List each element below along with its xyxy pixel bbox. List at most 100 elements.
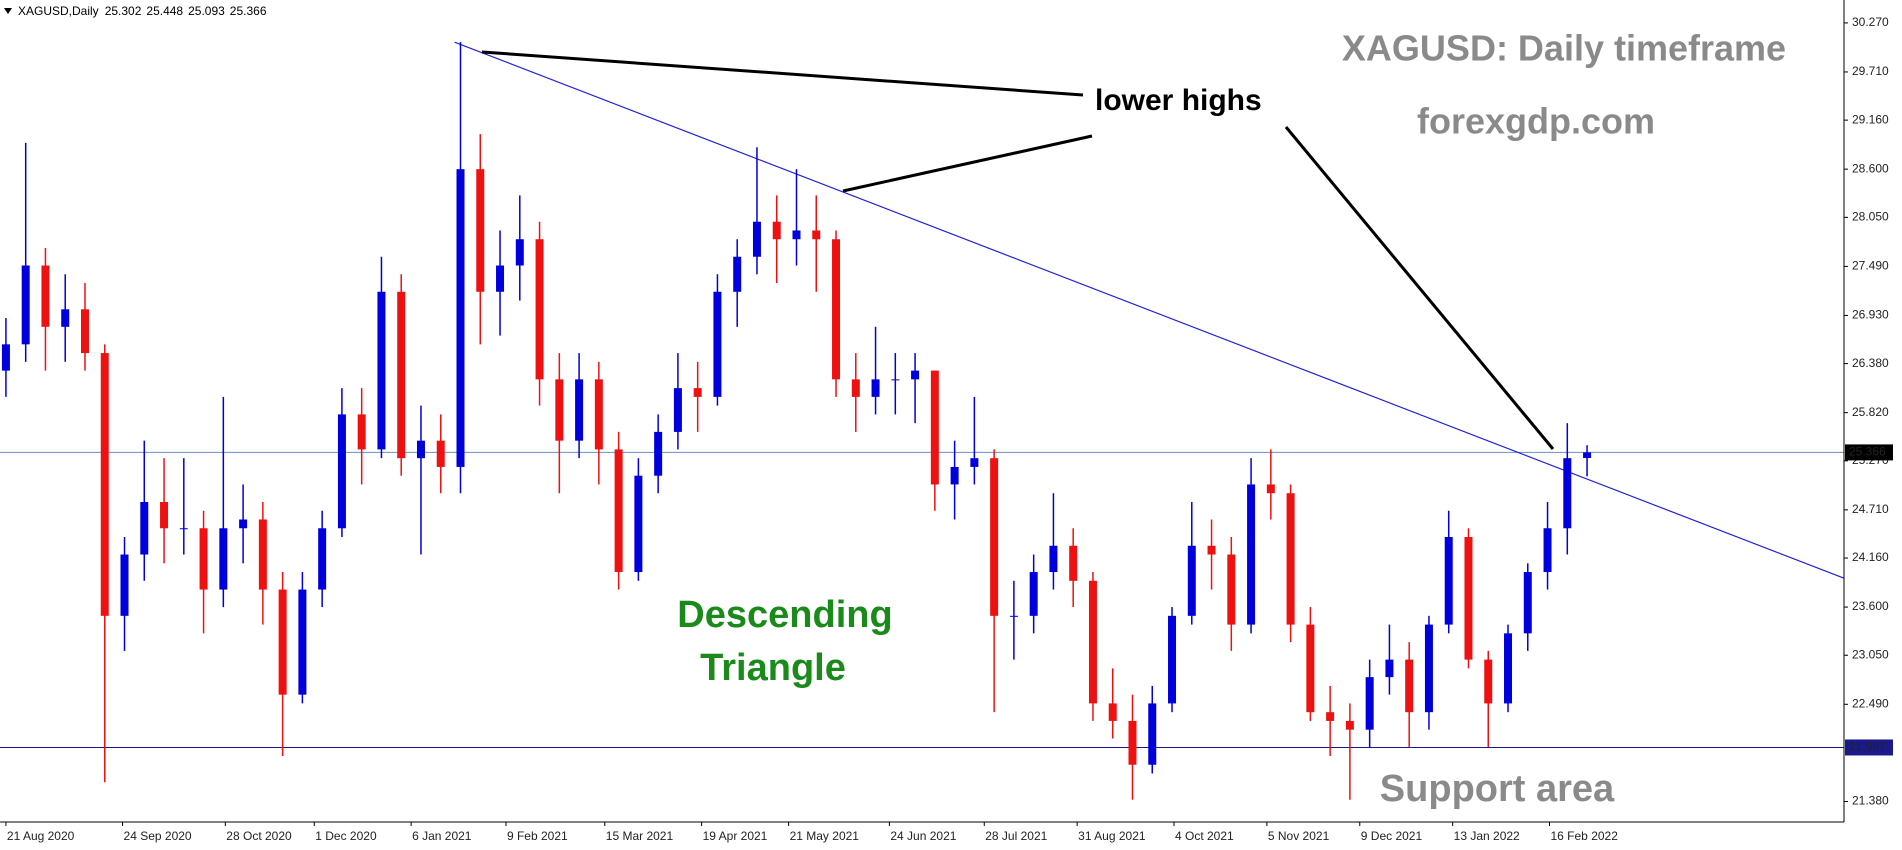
candle-body	[1088, 580, 1097, 704]
price-label: 21.997	[1849, 740, 1886, 754]
x-tick-label: 21 Aug 2020	[7, 829, 75, 843]
y-tick-label: 23.600	[1852, 599, 1889, 613]
price-label: 25.366	[1849, 445, 1886, 459]
y-tick-label: 27.490	[1852, 259, 1889, 273]
candle-body	[219, 528, 228, 590]
candle-body	[436, 440, 445, 467]
symbol: XAGUSD,Daily	[18, 4, 99, 18]
plot: 30.270 29.710 29.160 28.600 28.050 27.490 26.9…	[0, 15, 1893, 843]
candle-body	[812, 230, 821, 240]
candle-body	[1484, 659, 1493, 704]
x-tick-label: 16 Feb 2022	[1551, 829, 1619, 843]
y-tick-label: 21.380	[1852, 794, 1889, 808]
x-tick-label: 4 Oct 2021	[1175, 829, 1234, 843]
pattern-label: Triangle	[700, 647, 846, 689]
candle-body	[614, 449, 623, 573]
menu-triangle	[4, 8, 12, 14]
candle-body	[1049, 545, 1058, 573]
candle-body	[1523, 572, 1532, 634]
arrow	[1284, 126, 1555, 450]
candle-body	[1148, 703, 1157, 765]
candle-body	[1108, 703, 1117, 721]
candle-body	[1385, 659, 1394, 678]
y-tick-label: 26.930	[1852, 308, 1889, 322]
candle-body	[278, 589, 287, 695]
candle-body	[752, 221, 761, 257]
candle-body	[713, 291, 722, 397]
candle-body	[575, 379, 584, 441]
x-tick-label: 9 Dec 2021	[1361, 829, 1423, 843]
y-tick-label: 24.160	[1852, 550, 1889, 564]
candle-body	[1128, 720, 1137, 765]
candle-body	[1444, 537, 1453, 625]
candle-body	[1168, 615, 1177, 704]
candle-body	[990, 458, 999, 616]
candle-body	[1543, 528, 1552, 573]
candle-body	[515, 239, 524, 266]
candle-body	[416, 440, 425, 459]
x-tick-label: 15 Mar 2021	[606, 829, 674, 843]
open: 25.302	[105, 4, 142, 18]
candle-body	[555, 379, 564, 441]
candle-body	[1247, 484, 1256, 625]
price-label-box	[1845, 739, 1893, 756]
annotation: lower highs	[1095, 84, 1262, 117]
candle-body	[476, 169, 485, 292]
y-tick-label: 23.050	[1852, 647, 1889, 661]
candle-body	[772, 221, 781, 240]
candle-body	[21, 265, 30, 345]
candle-body	[357, 414, 366, 450]
candle-body	[851, 379, 860, 397]
candle-body	[970, 458, 979, 467]
y-tick-label: 24.710	[1852, 502, 1889, 516]
candle-body	[930, 370, 939, 485]
candle-body	[911, 370, 920, 380]
x-tick-label: 31 Aug 2021	[1078, 829, 1146, 843]
candle-body	[1, 344, 10, 371]
y-tick-label: 22.490	[1852, 696, 1889, 710]
candle-body	[1504, 633, 1513, 704]
chart-subtitle: forexgdp.com	[1417, 101, 1655, 142]
support-label: Support area	[1380, 768, 1615, 810]
candle-body	[1464, 537, 1473, 660]
x-tick-label: 1 Dec 2020	[315, 829, 377, 843]
candle-body	[1326, 712, 1335, 721]
y-tick-label: 26.380	[1852, 356, 1889, 370]
candle-body	[1563, 458, 1572, 529]
candle-body	[179, 528, 188, 530]
y-tick-label: 28.600	[1852, 161, 1889, 175]
x-tick-label: 19 Apr 2021	[703, 829, 768, 843]
candle-body	[318, 528, 327, 590]
candle-body	[1187, 545, 1196, 616]
x-tick-label: 6 Jan 2021	[412, 829, 472, 843]
candle-body	[100, 353, 109, 616]
candle-body	[654, 431, 663, 476]
candle-body	[298, 589, 307, 695]
candle-body	[891, 379, 900, 381]
x-tick-label: 28 Oct 2020	[226, 829, 292, 843]
y-tick-label: 30.270	[1852, 15, 1889, 29]
candle-body	[1266, 484, 1275, 494]
x-tick-label: 21 May 2021	[790, 829, 860, 843]
candle-body	[1286, 493, 1295, 625]
chart-title: XAGUSD: Daily timeframe	[1342, 28, 1786, 69]
y-tick-label: 29.710	[1852, 64, 1889, 78]
chart-header: XAGUSD,Daily 25.302 25.448 25.093 25.366	[18, 4, 267, 18]
candle-body	[1207, 545, 1216, 555]
candle-body	[140, 501, 149, 555]
candle-body	[41, 265, 50, 327]
candle-body	[199, 528, 208, 590]
x-tick-label: 24 Jun 2021	[890, 829, 956, 843]
y-tick-label: 28.050	[1852, 210, 1889, 224]
candle-body	[693, 388, 702, 397]
close: 25.366	[230, 4, 267, 18]
arrow	[481, 50, 1084, 97]
high: 25.448	[146, 4, 183, 18]
candle-body	[950, 466, 959, 485]
x-tick-label: 9 Feb 2021	[507, 829, 568, 843]
x-tick-label: 24 Sep 2020	[124, 829, 192, 843]
candle-body	[377, 291, 386, 450]
